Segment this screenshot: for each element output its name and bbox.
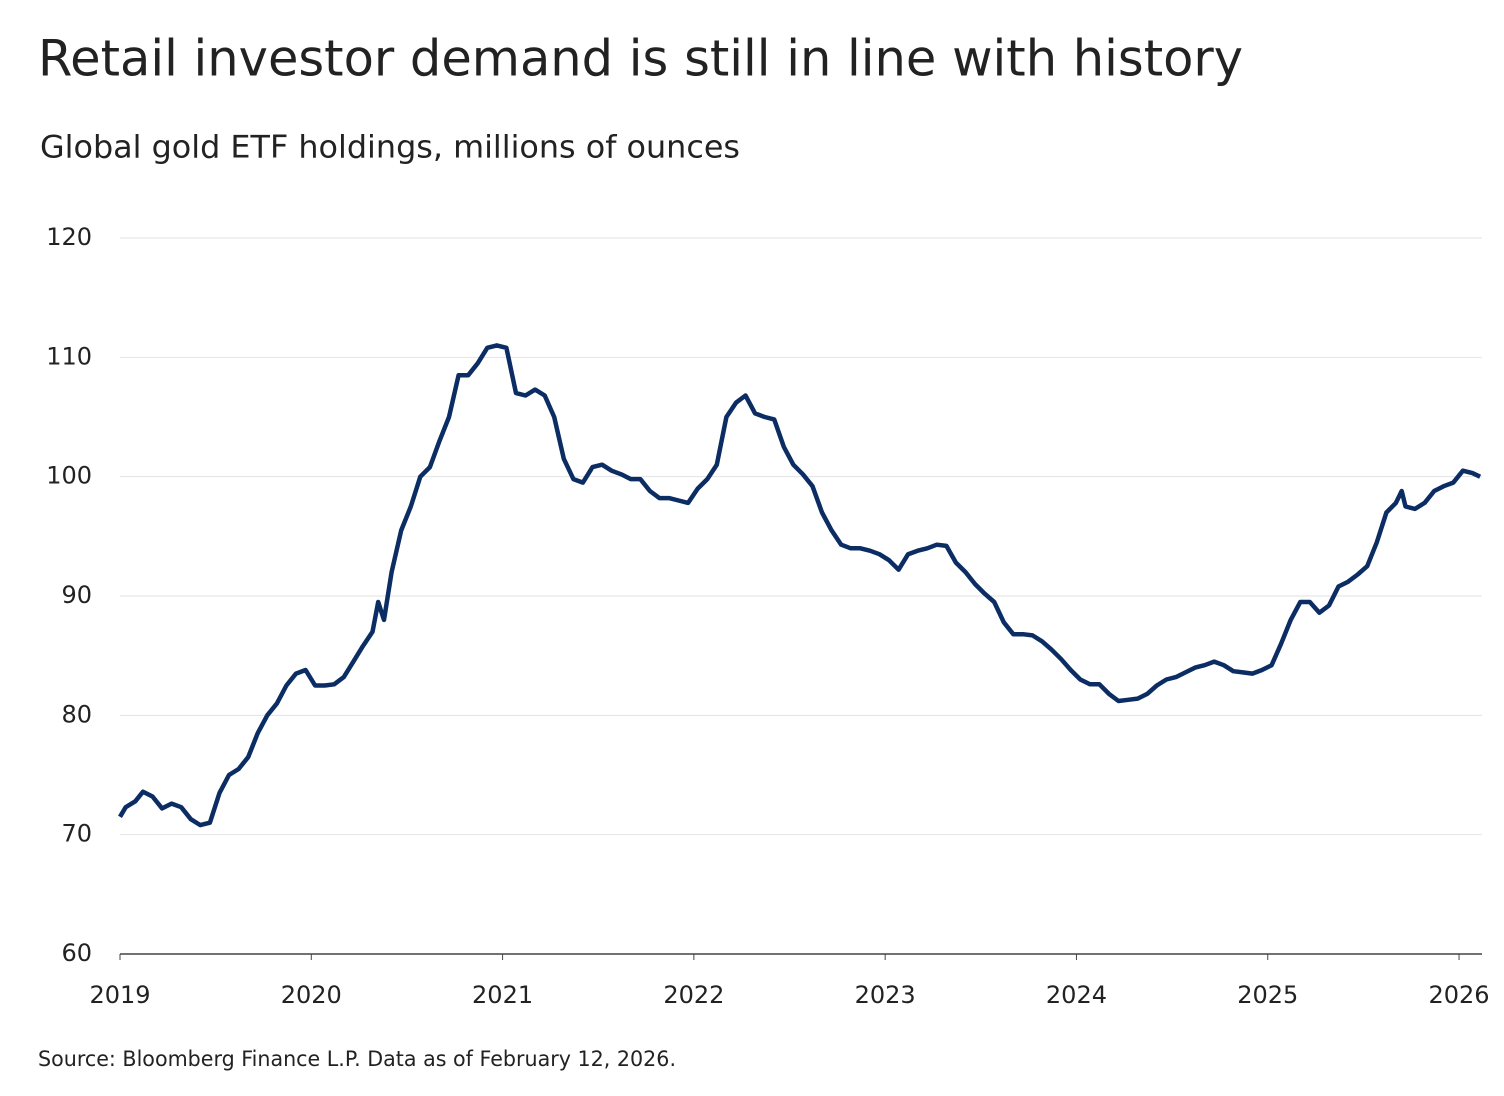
x-tick-label: 2019	[89, 981, 150, 1009]
y-tick-label: 80	[61, 700, 92, 728]
source-note: Source: Bloomberg Finance L.P. Data as o…	[38, 1047, 676, 1071]
data-line	[118, 343, 1482, 828]
x-tick-label: 2022	[663, 981, 724, 1009]
y-tick-label: 100	[46, 462, 92, 490]
x-tick-label: 2025	[1237, 981, 1298, 1009]
y-tick-label: 120	[46, 223, 92, 251]
x-tick-label: 2026	[1429, 981, 1490, 1009]
y-tick-label: 90	[61, 581, 92, 609]
x-tick-label: 2024	[1046, 981, 1107, 1009]
y-tick-label: 110	[46, 342, 92, 370]
chart-subtitle: Global gold ETF holdings, millions of ou…	[40, 130, 740, 166]
chart-title: Retail investor demand is still in line …	[38, 30, 1243, 88]
x-tick-label: 2021	[472, 981, 533, 1009]
x-tick-label: 2020	[281, 981, 342, 1009]
y-tick-label: 70	[61, 820, 92, 848]
y-tick-label: 60	[61, 939, 92, 967]
x-tick-label: 2023	[855, 981, 916, 1009]
